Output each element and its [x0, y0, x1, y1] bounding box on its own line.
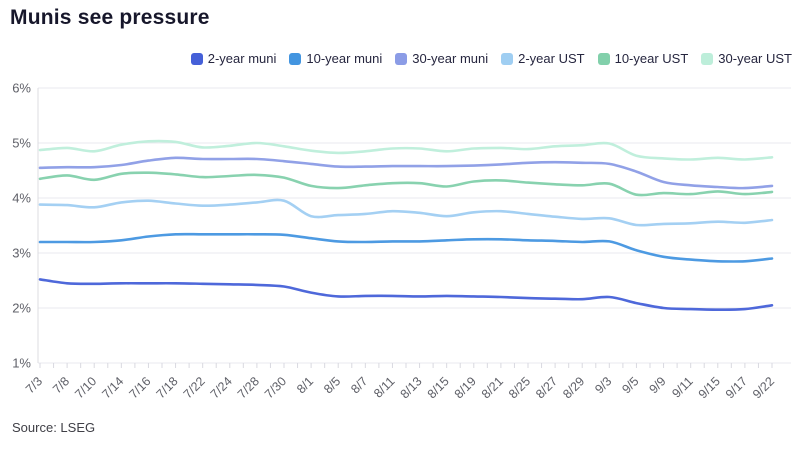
- x-tick-label: 7/14: [99, 374, 126, 401]
- x-tick-label: 8/1: [294, 374, 316, 396]
- x-tick-label: 8/11: [371, 374, 397, 400]
- legend-swatch-icon: [289, 52, 302, 65]
- x-tick-label: 8/15: [425, 374, 452, 401]
- x-tick-label: 8/27: [533, 374, 560, 401]
- series-line-10-year-ust: [38, 171, 774, 197]
- x-tick-label: 9/3: [592, 374, 614, 396]
- x-tick-label: 8/13: [398, 374, 425, 401]
- x-tick-label: 7/10: [72, 374, 99, 401]
- legend-item-30-year-ust[interactable]: 30-year UST: [701, 51, 792, 66]
- x-tick-label: 8/21: [479, 374, 506, 401]
- x-tick-label: 8/29: [560, 374, 587, 401]
- y-axis-labels: 6% 5% 4% 3% 2% 1%: [12, 81, 31, 371]
- x-axis-ticks: [39, 363, 773, 368]
- line-chart: 6%5%4%3%2%1%7/3 7/8 7/10 7/14 7/16 7/18 7/22 7/…: [12, 81, 791, 401]
- x-tick-label: 9/11: [669, 374, 695, 400]
- source-note: Source: LSEG: [12, 420, 96, 435]
- legend-label: 2-year muni: [207, 51, 277, 66]
- series-line-10-year-muni: [38, 232, 774, 263]
- legend-label: 10-year muni: [306, 51, 383, 66]
- legend-item-30-year-muni[interactable]: 30-year muni: [395, 51, 488, 66]
- x-tick-label: 8/5: [321, 374, 343, 396]
- x-tick-label: 7/18: [154, 374, 181, 401]
- legend-swatch-icon: [501, 52, 514, 65]
- y-tick-label: 6%: [12, 81, 31, 96]
- legend-item-10-year-ust[interactable]: 10-year UST: [597, 51, 689, 66]
- legend-label: 10-year UST: [614, 51, 689, 66]
- y-tick-label: 1%: [12, 356, 31, 371]
- series-line-30-year-ust: [38, 139, 774, 161]
- y-tick-label: 5%: [12, 136, 31, 151]
- x-tick-label: 9/5: [619, 374, 641, 396]
- legend-swatch-icon: [395, 52, 408, 65]
- x-tick-label: 8/19: [452, 374, 479, 401]
- x-tick-label: 7/22: [181, 374, 208, 401]
- series-lines: [38, 139, 774, 312]
- chart-legend: 2-year muni 10-year muni 30-year muni 2-yea…: [190, 51, 792, 66]
- x-tick-label: 7/30: [262, 374, 289, 401]
- x-tick-label: 7/3: [23, 374, 45, 396]
- series-line-30-year-muni: [38, 156, 774, 190]
- x-tick-label: 7/28: [235, 374, 262, 401]
- x-tick-label: 9/22: [750, 374, 777, 401]
- x-tick-label: 7/16: [126, 374, 153, 401]
- x-tick-label: 7/24: [208, 374, 235, 401]
- legend-item-2-year-muni[interactable]: 2-year muni: [190, 51, 277, 66]
- x-tick-label: 8/25: [506, 374, 533, 401]
- gridlines: [38, 87, 791, 364]
- x-tick-label: 9/9: [646, 374, 668, 396]
- legend-swatch-icon: [597, 52, 610, 65]
- legend-item-2-year-ust[interactable]: 2-year UST: [501, 51, 585, 66]
- x-tick-label: 9/15: [696, 374, 723, 401]
- legend-label: 30-year UST: [718, 51, 792, 66]
- y-tick-label: 2%: [12, 301, 31, 316]
- legend-swatch-icon: [190, 52, 203, 65]
- x-tick-label: 9/17: [723, 374, 750, 401]
- x-axis-labels: 7/3 7/8 7/10 7/14 7/16 7/18 7/22 7/24 7/28 7/30 8/…: [23, 374, 777, 401]
- series-line-2-year-ust: [38, 198, 774, 227]
- x-tick-label: 8/7: [348, 374, 370, 396]
- chart-title: Munis see pressure: [10, 6, 210, 29]
- y-tick-label: 3%: [12, 246, 31, 261]
- legend-swatch-icon: [701, 52, 714, 65]
- legend-label: 2-year UST: [518, 51, 585, 66]
- x-tick-label: 7/8: [50, 374, 72, 396]
- legend-label: 30-year muni: [412, 51, 489, 66]
- y-tick-label: 4%: [12, 191, 31, 206]
- legend-item-10-year-muni[interactable]: 10-year muni: [289, 51, 382, 66]
- series-line-2-year-muni: [38, 278, 774, 312]
